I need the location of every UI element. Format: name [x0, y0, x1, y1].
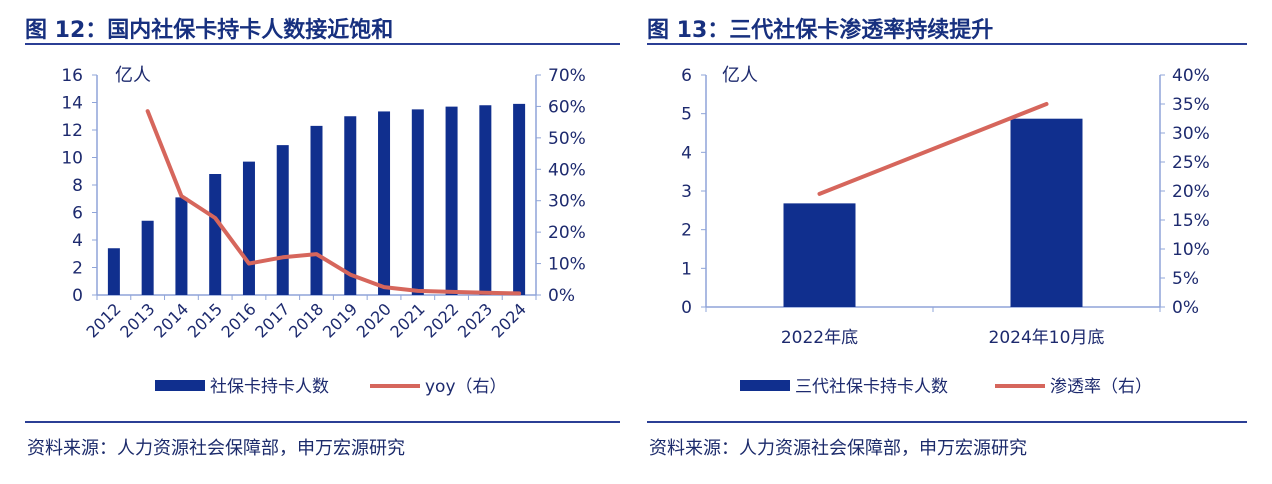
y-tick-label: 16 [61, 66, 83, 86]
bar [513, 103, 526, 295]
line-series [817, 102, 1049, 196]
y2-tick-label: 15% [1172, 211, 1210, 231]
legend-swatch-bar [155, 380, 205, 391]
bar [141, 220, 154, 295]
title-rule [25, 43, 620, 45]
y-tick-label: 4 [72, 231, 83, 251]
bar [445, 106, 458, 295]
x-tick-label: 2021 [386, 299, 428, 341]
bar [1010, 118, 1083, 308]
x-tick-label: 2012 [82, 299, 124, 341]
chart-panel-left: 图 12：国内社保卡持卡人数接近饱和 0 2 4 6 8 10 12 14 16 0% 10% 20%… [25, 0, 620, 484]
y-tick-label: 10 [61, 149, 83, 169]
chart-svg: 0 2 4 6 8 10 12 14 16 0% 10% 20% 30% 40% 50% 60% 70% 亿人 20… [61, 65, 586, 397]
source-rule [647, 421, 1247, 423]
bar [209, 174, 222, 295]
x-tick-label: 2023 [454, 299, 496, 341]
y-tick-label: 8 [72, 176, 83, 196]
y2-tick-label: 40% [1172, 66, 1210, 86]
x-tick-label: 2020 [353, 299, 395, 341]
chart-title: 图 12：国内社保卡持卡人数接近饱和 [25, 18, 394, 43]
y2-tick-label: 30% [1172, 124, 1210, 144]
bar [783, 203, 856, 307]
source-note: 资料来源：人力资源社会保障部，申万宏源研究 [649, 438, 1027, 459]
title-rule [647, 43, 1247, 45]
unit-label: 亿人 [115, 65, 151, 86]
y-tick-label: 3 [681, 182, 692, 202]
x-tick-label: 2016 [218, 299, 260, 341]
y2-tick-label: 60% [548, 97, 586, 117]
y-tick-label: 6 [72, 204, 83, 224]
chart-panel-right: 图 13：三代社保卡渗透率持续提升 0 1 2 3 4 5 6 0% 5% 10% 15% 20% 25… [647, 0, 1247, 484]
legend-label: 三代社保卡持卡人数 [795, 377, 948, 397]
y-tick-label: 6 [681, 66, 692, 86]
y2-tick-label: 0% [548, 286, 575, 306]
source-rule [25, 421, 620, 423]
y-tick-label: 5 [681, 105, 692, 125]
y2-tick-label: 20% [1172, 182, 1210, 202]
bar [479, 105, 492, 295]
legend-swatch-bar [740, 380, 790, 391]
bar [310, 125, 323, 295]
y2-tick-label: 50% [548, 129, 586, 149]
y2-tick-label: 25% [1172, 153, 1210, 173]
y2-tick-label: 5% [1172, 269, 1199, 289]
legend-label: 渗透率（右） [1050, 377, 1152, 397]
line-series [145, 109, 522, 296]
bar [276, 145, 289, 295]
chart-title: 图 13：三代社保卡渗透率持续提升 [647, 18, 994, 43]
y2-tick-label: 10% [548, 255, 586, 275]
y-tick-label: 4 [681, 143, 692, 163]
y-tick-label: 2 [681, 221, 692, 241]
y-tick-label: 2 [72, 259, 83, 279]
bar [175, 197, 188, 295]
y2-tick-label: 35% [1172, 95, 1210, 115]
legend-label: yoy（右） [425, 377, 507, 397]
x-tick-label: 2019 [319, 299, 361, 341]
y-tick-label: 0 [681, 298, 692, 318]
y-tick-label: 1 [681, 259, 692, 279]
y2-tick-label: 20% [548, 223, 586, 243]
bar [242, 161, 255, 295]
y2-tick-label: 0% [1172, 298, 1199, 318]
y2-tick-label: 70% [548, 66, 586, 86]
x-tick-label: 2024 [488, 299, 530, 341]
bar [378, 111, 391, 295]
y-tick-label: 12 [61, 121, 83, 141]
y-tick-label: 14 [61, 94, 83, 114]
x-tick-label: 2014 [150, 299, 192, 341]
x-tick-label: 2015 [184, 299, 226, 341]
bar [107, 248, 120, 295]
y2-tick-label: 40% [548, 160, 586, 180]
y2-tick-label: 30% [548, 192, 586, 212]
bar [411, 109, 424, 295]
x-tick-label: 2022年底 [781, 328, 858, 348]
x-tick-label: 2024年10月底 [989, 328, 1105, 348]
legend-label: 社保卡持卡人数 [210, 377, 329, 397]
x-tick-label: 2013 [116, 299, 158, 341]
chart-svg: 0 1 2 3 4 5 6 0% 5% 10% 15% 20% 25% 30% 35% 40% 亿人 2022年底… [681, 65, 1210, 397]
unit-label: 亿人 [722, 65, 758, 86]
source-note: 资料来源：人力资源社会保障部，申万宏源研究 [27, 438, 405, 459]
x-tick-label: 2018 [285, 299, 327, 341]
y-tick-label: 0 [72, 286, 83, 306]
x-tick-label: 2022 [420, 299, 462, 341]
y2-tick-label: 10% [1172, 240, 1210, 260]
x-tick-label: 2017 [251, 299, 293, 341]
bar [344, 116, 357, 295]
